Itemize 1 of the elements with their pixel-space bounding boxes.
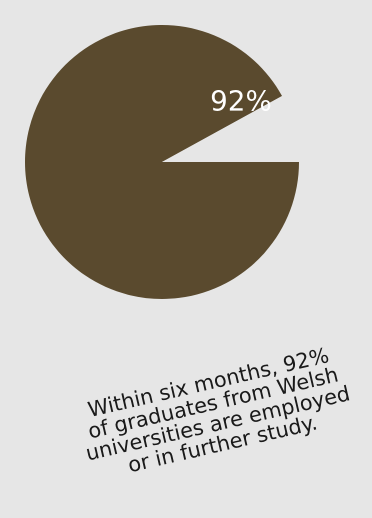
data-label: 92% — [212, 90, 270, 111]
